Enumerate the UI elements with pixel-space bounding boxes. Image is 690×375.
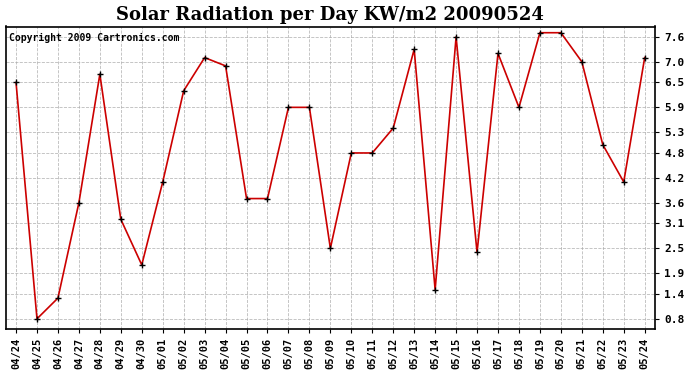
Title: Solar Radiation per Day KW/m2 20090524: Solar Radiation per Day KW/m2 20090524 [117,6,544,24]
Text: Copyright 2009 Cartronics.com: Copyright 2009 Cartronics.com [9,33,179,43]
